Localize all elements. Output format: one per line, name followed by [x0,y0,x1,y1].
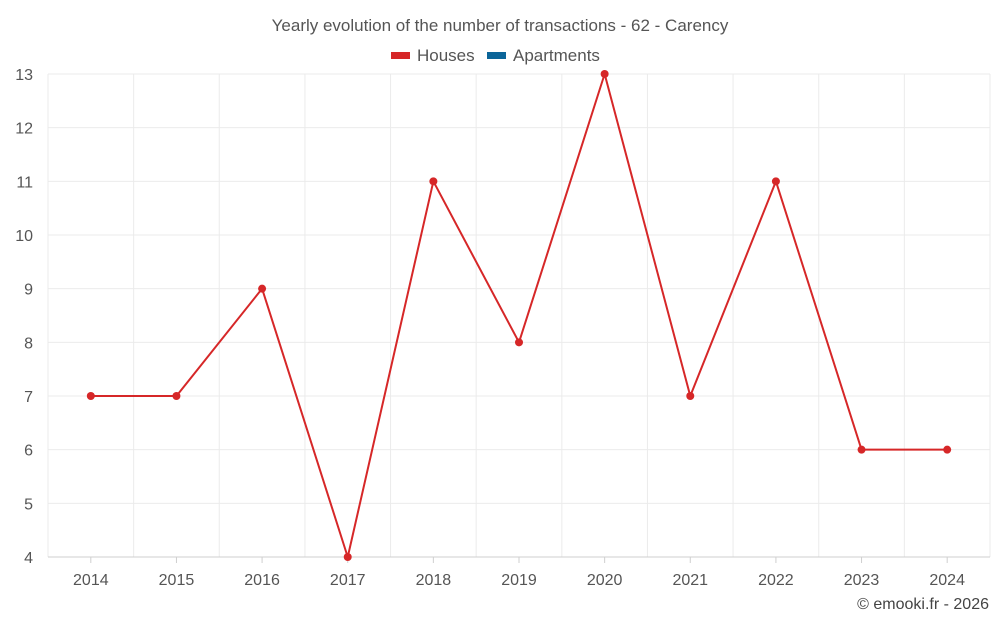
legend-swatch-houses [391,52,410,59]
x-tick-label: 2015 [159,572,195,589]
y-tick-label: 12 [15,121,33,138]
x-tick-label: 2017 [330,572,366,589]
data-point-houses-2017[interactable] [343,553,352,561]
data-point-houses-2022[interactable] [771,177,780,186]
data-point-houses-2016[interactable] [258,284,267,293]
legend-item-apartments[interactable]: Apartments [487,46,600,65]
data-point-houses-2014[interactable] [86,392,95,400]
legend-label-houses: Houses [417,46,475,65]
data-point-houses-2021[interactable] [686,392,695,400]
x-tick-label: 2021 [672,572,708,589]
x-tick-label: 2022 [758,572,794,589]
legend: Houses Apartments [391,46,600,65]
x-axis: 2014 2015 2016 2017 2018 2019 2020 2021 2022 2023… [48,556,990,589]
y-tick-label: 4 [24,550,33,567]
x-tick-label: 2023 [844,572,880,589]
y-tick-label: 9 [24,282,33,299]
y-tick-label: 13 [15,67,33,84]
legend-item-houses[interactable]: Houses [391,46,475,65]
y-tick-label: 11 [16,174,33,191]
x-tick-label: 2020 [587,572,623,589]
x-tick-label: 2016 [244,572,280,589]
data-point-houses-2023[interactable] [857,445,866,454]
x-tick-label: 2024 [929,572,965,589]
y-tick-label: 5 [24,496,33,513]
chart-title: Yearly evolution of the number of transa… [272,16,729,35]
y-tick-label: 7 [24,389,33,406]
grid [47,73,991,558]
legend-swatch-apartments [487,52,506,59]
series [86,70,952,561]
legend-label-apartments: Apartments [513,46,600,65]
y-axis: 4 5 6 7 8 9 10 11 12 13 [15,67,33,567]
data-point-houses-2015[interactable] [172,392,181,400]
credit-text: © emooki.fr - 2026 [857,596,989,613]
y-tick-label: 8 [24,335,33,352]
x-tick-label: 2018 [416,572,452,589]
x-tick-label: 2019 [501,572,537,589]
data-point-houses-2018[interactable] [429,177,438,186]
data-point-houses-2020[interactable] [600,70,609,78]
y-tick-label: 10 [15,228,33,245]
y-tick-label: 6 [24,443,33,460]
data-point-houses-2024[interactable] [943,445,952,454]
data-point-houses-2019[interactable] [515,338,523,347]
x-tick-label: 2014 [73,572,109,589]
